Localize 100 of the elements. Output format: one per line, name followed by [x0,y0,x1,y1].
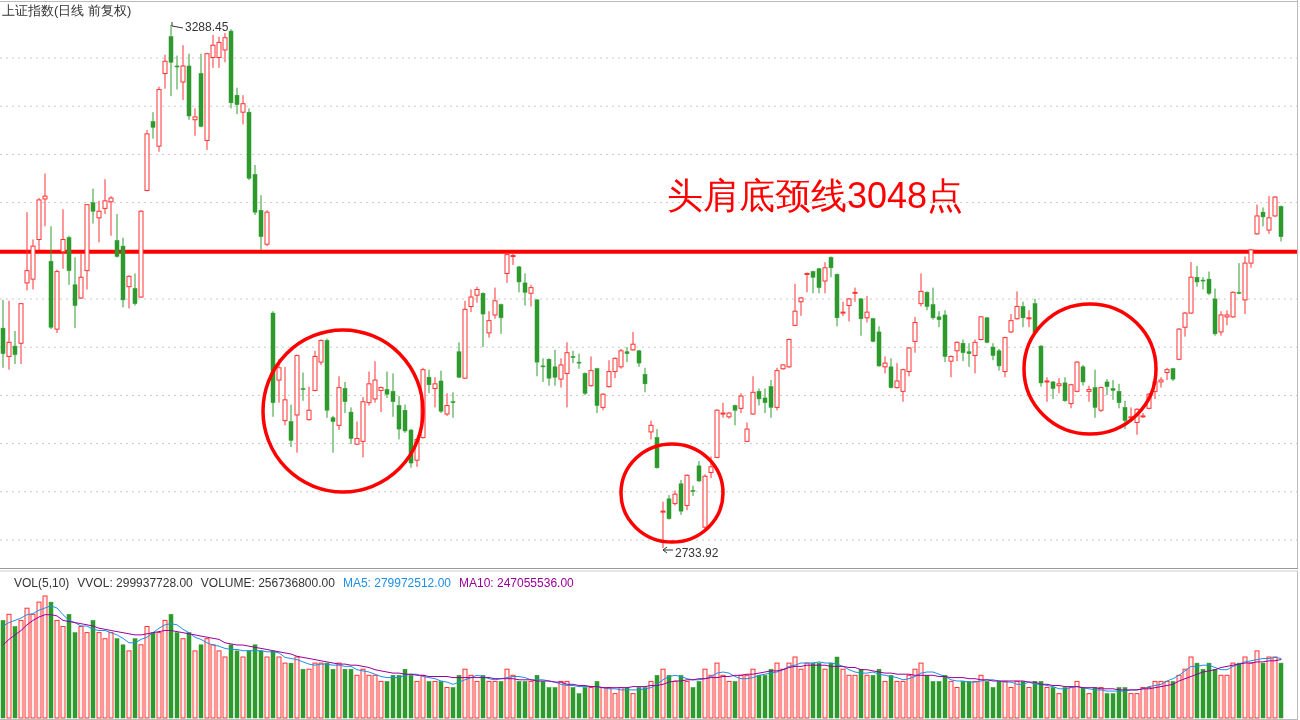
bar [438,681,444,719]
candlestick [330,415,336,454]
candlestick [300,372,306,402]
candlestick [192,107,198,137]
candlestick [750,375,756,416]
bar [888,675,894,719]
candlestick [528,284,534,307]
bar [1050,687,1056,719]
bar [480,675,486,719]
candlestick [72,256,78,329]
candlestick [1026,309,1032,328]
bar [624,687,630,719]
bar [1236,662,1242,719]
candlestick [1110,379,1116,401]
bar [264,656,270,719]
candlestick [1050,380,1056,400]
bar [882,680,888,719]
bar [1020,681,1026,719]
candlestick [96,200,102,243]
bar [288,662,294,719]
candlestick [912,316,918,354]
bar [1086,693,1092,719]
candlestick [1086,385,1092,403]
candlestick [588,355,594,388]
candlestick [444,392,450,417]
candlestick [852,287,858,303]
candlestick [696,460,702,483]
bar [294,656,300,719]
bar [90,620,96,719]
bar [12,626,18,719]
candlestick [954,340,960,362]
candlestick [828,255,834,278]
candlestick [1122,400,1128,430]
bar [1080,687,1086,719]
bar [630,693,636,719]
text: VOLUME: 256736800.00 [200,576,336,590]
bar [198,644,204,719]
bar [48,601,54,719]
annotation: 2733.92 [675,546,719,560]
candlestick [498,303,504,335]
bar [432,680,438,719]
candlestick [342,381,348,414]
bar [678,675,684,719]
bar [1092,687,1098,719]
bar [426,681,432,719]
bar [666,675,672,719]
chart-title: VOL(5,10) [14,576,70,590]
candlestick [918,272,924,307]
candlestick [288,404,294,448]
candlestick [132,272,138,307]
bar [336,662,342,719]
bar [270,650,276,719]
candlestick [276,358,282,404]
candlestick [624,346,630,363]
bar [240,656,246,719]
candlestick [1044,376,1050,403]
candlestick [150,111,156,140]
candlestick [798,296,804,317]
bar [528,680,534,719]
candlestick [1254,204,1260,236]
bar [864,674,870,719]
bar [1260,662,1266,719]
candlestick [792,283,798,327]
candlestick [666,494,672,521]
candlestick [1020,301,1026,328]
candlestick [1008,313,1014,334]
candlestick [486,310,492,339]
candlestick [1266,195,1272,235]
candlestick [738,392,744,414]
candlestick [60,208,66,270]
bar [594,681,600,719]
bar [444,687,450,719]
bar [1278,662,1284,719]
candlestick [1080,364,1086,387]
candlestick [1014,290,1020,321]
candlestick [468,289,474,313]
candlestick [480,291,486,348]
bar [822,668,828,719]
candlestick [474,286,480,304]
candlestick [1164,367,1170,381]
candlestick [630,331,636,352]
bar [588,687,594,719]
candlestick [1272,195,1278,218]
candlestick [1236,262,1242,295]
bar [300,668,306,719]
annotation: 3288.45 [185,20,229,34]
bar [648,680,654,719]
candlestick [1116,383,1122,409]
candlestick [888,357,894,390]
bar [186,632,192,719]
candlestick [570,350,576,364]
candlestick [162,54,168,90]
bar [180,638,186,719]
bar [858,668,864,719]
bar [660,668,666,719]
bar [150,632,156,719]
bar [672,680,678,719]
candlestick [822,261,828,294]
candlestick [576,353,582,370]
candlestick [690,485,696,497]
